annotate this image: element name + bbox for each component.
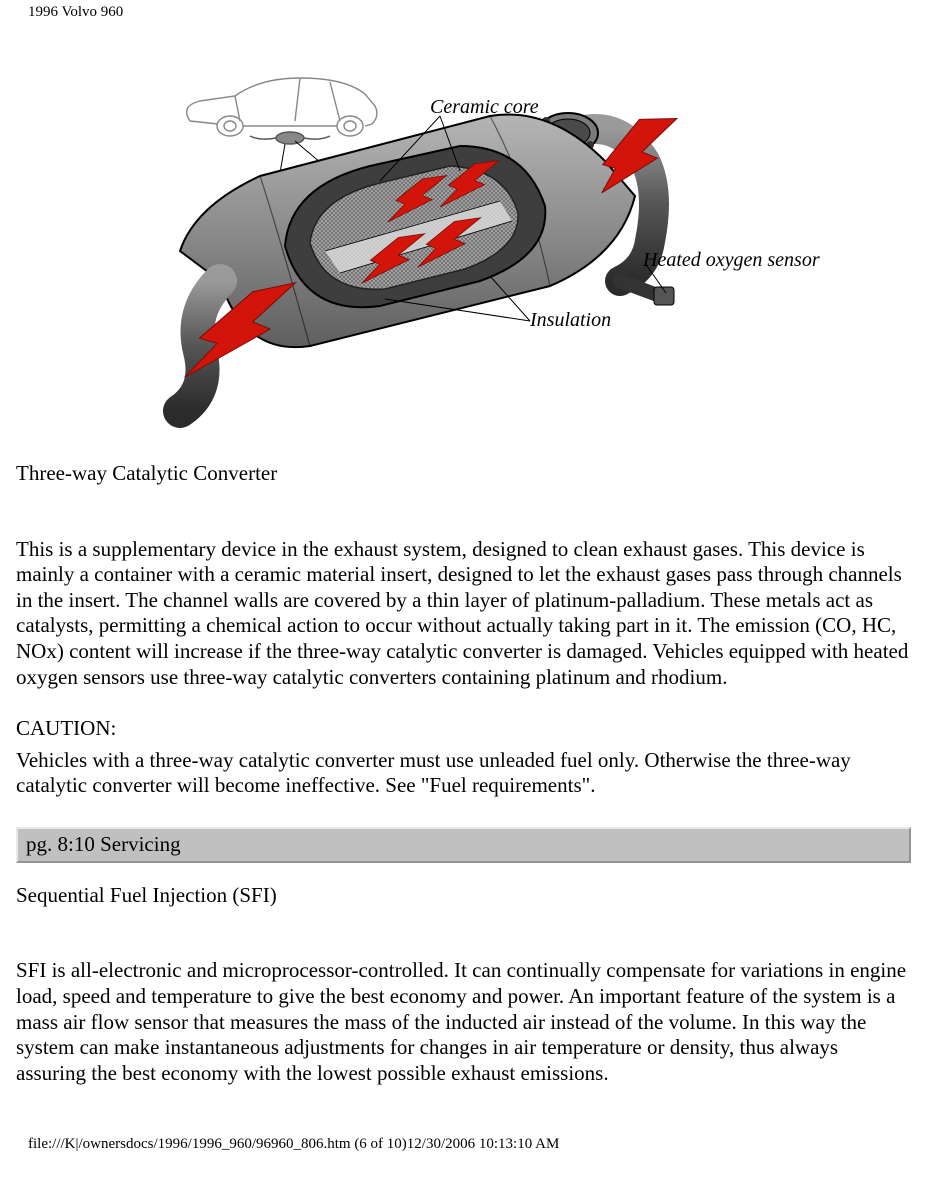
section2-body: SFI is all-electronic and microprocessor… <box>16 958 911 1086</box>
car-inset-icon <box>187 78 377 144</box>
section2-title: Sequential Fuel Injection (SFI) <box>16 883 911 909</box>
catalytic-converter-figure: Ceramic core Heated oxygen sensor Insula… <box>60 21 860 441</box>
caution-body: Vehicles with a three-way catalytic conv… <box>16 748 911 799</box>
caution-label: CAUTION: <box>16 716 911 742</box>
page-footer: file:///K|/ownersdocs/1996/1996_960/9696… <box>0 1112 927 1153</box>
label-insulation: Insulation <box>530 309 611 332</box>
section1-title: Three-way Catalytic Converter <box>16 461 911 487</box>
label-ceramic-core: Ceramic core <box>430 96 539 119</box>
section-bar: pg. 8:10 Servicing <box>16 827 911 863</box>
section1-body: This is a supplementary device in the ex… <box>16 537 911 691</box>
label-heated-sensor: Heated oxygen sensor <box>643 249 820 272</box>
page-header: 1996 Volvo 960 <box>0 0 927 21</box>
diagram-svg <box>60 21 860 441</box>
